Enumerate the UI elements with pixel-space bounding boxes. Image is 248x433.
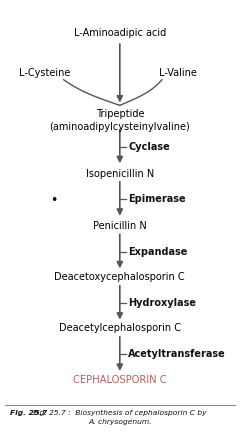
Text: Epimerase: Epimerase <box>128 194 186 204</box>
Text: Deacetylcephalosporin C: Deacetylcephalosporin C <box>59 323 181 333</box>
Text: CEPHALOSPORIN C: CEPHALOSPORIN C <box>73 375 167 385</box>
Text: Tripeptide
(aminoadipylcysteinylvaline): Tripeptide (aminoadipylcysteinylvaline) <box>49 109 190 132</box>
Text: L-Aminoadipic acid: L-Aminoadipic acid <box>74 28 166 38</box>
Text: Deacetoxycephalosporin C: Deacetoxycephalosporin C <box>55 272 185 282</box>
Text: Penicillin N: Penicillin N <box>93 221 147 231</box>
Text: Cyclase: Cyclase <box>128 142 170 152</box>
Text: Isopenicillin N: Isopenicillin N <box>86 169 154 179</box>
Text: Fig. 25.7: Fig. 25.7 <box>10 410 47 416</box>
Text: L-Cysteine: L-Cysteine <box>19 68 71 78</box>
Text: Acetyltransferase: Acetyltransferase <box>128 349 226 359</box>
Text: L-Valine: L-Valine <box>159 68 197 78</box>
Text: A. chrysogenum.: A. chrysogenum. <box>88 419 152 425</box>
Text: Fig. 25.7 :  Biosynthesis of cephalosporin C by: Fig. 25.7 : Biosynthesis of cephalospori… <box>33 410 207 416</box>
Text: •: • <box>51 194 58 207</box>
Text: Expandase: Expandase <box>128 246 187 256</box>
Text: Hydroxylase: Hydroxylase <box>128 298 196 308</box>
